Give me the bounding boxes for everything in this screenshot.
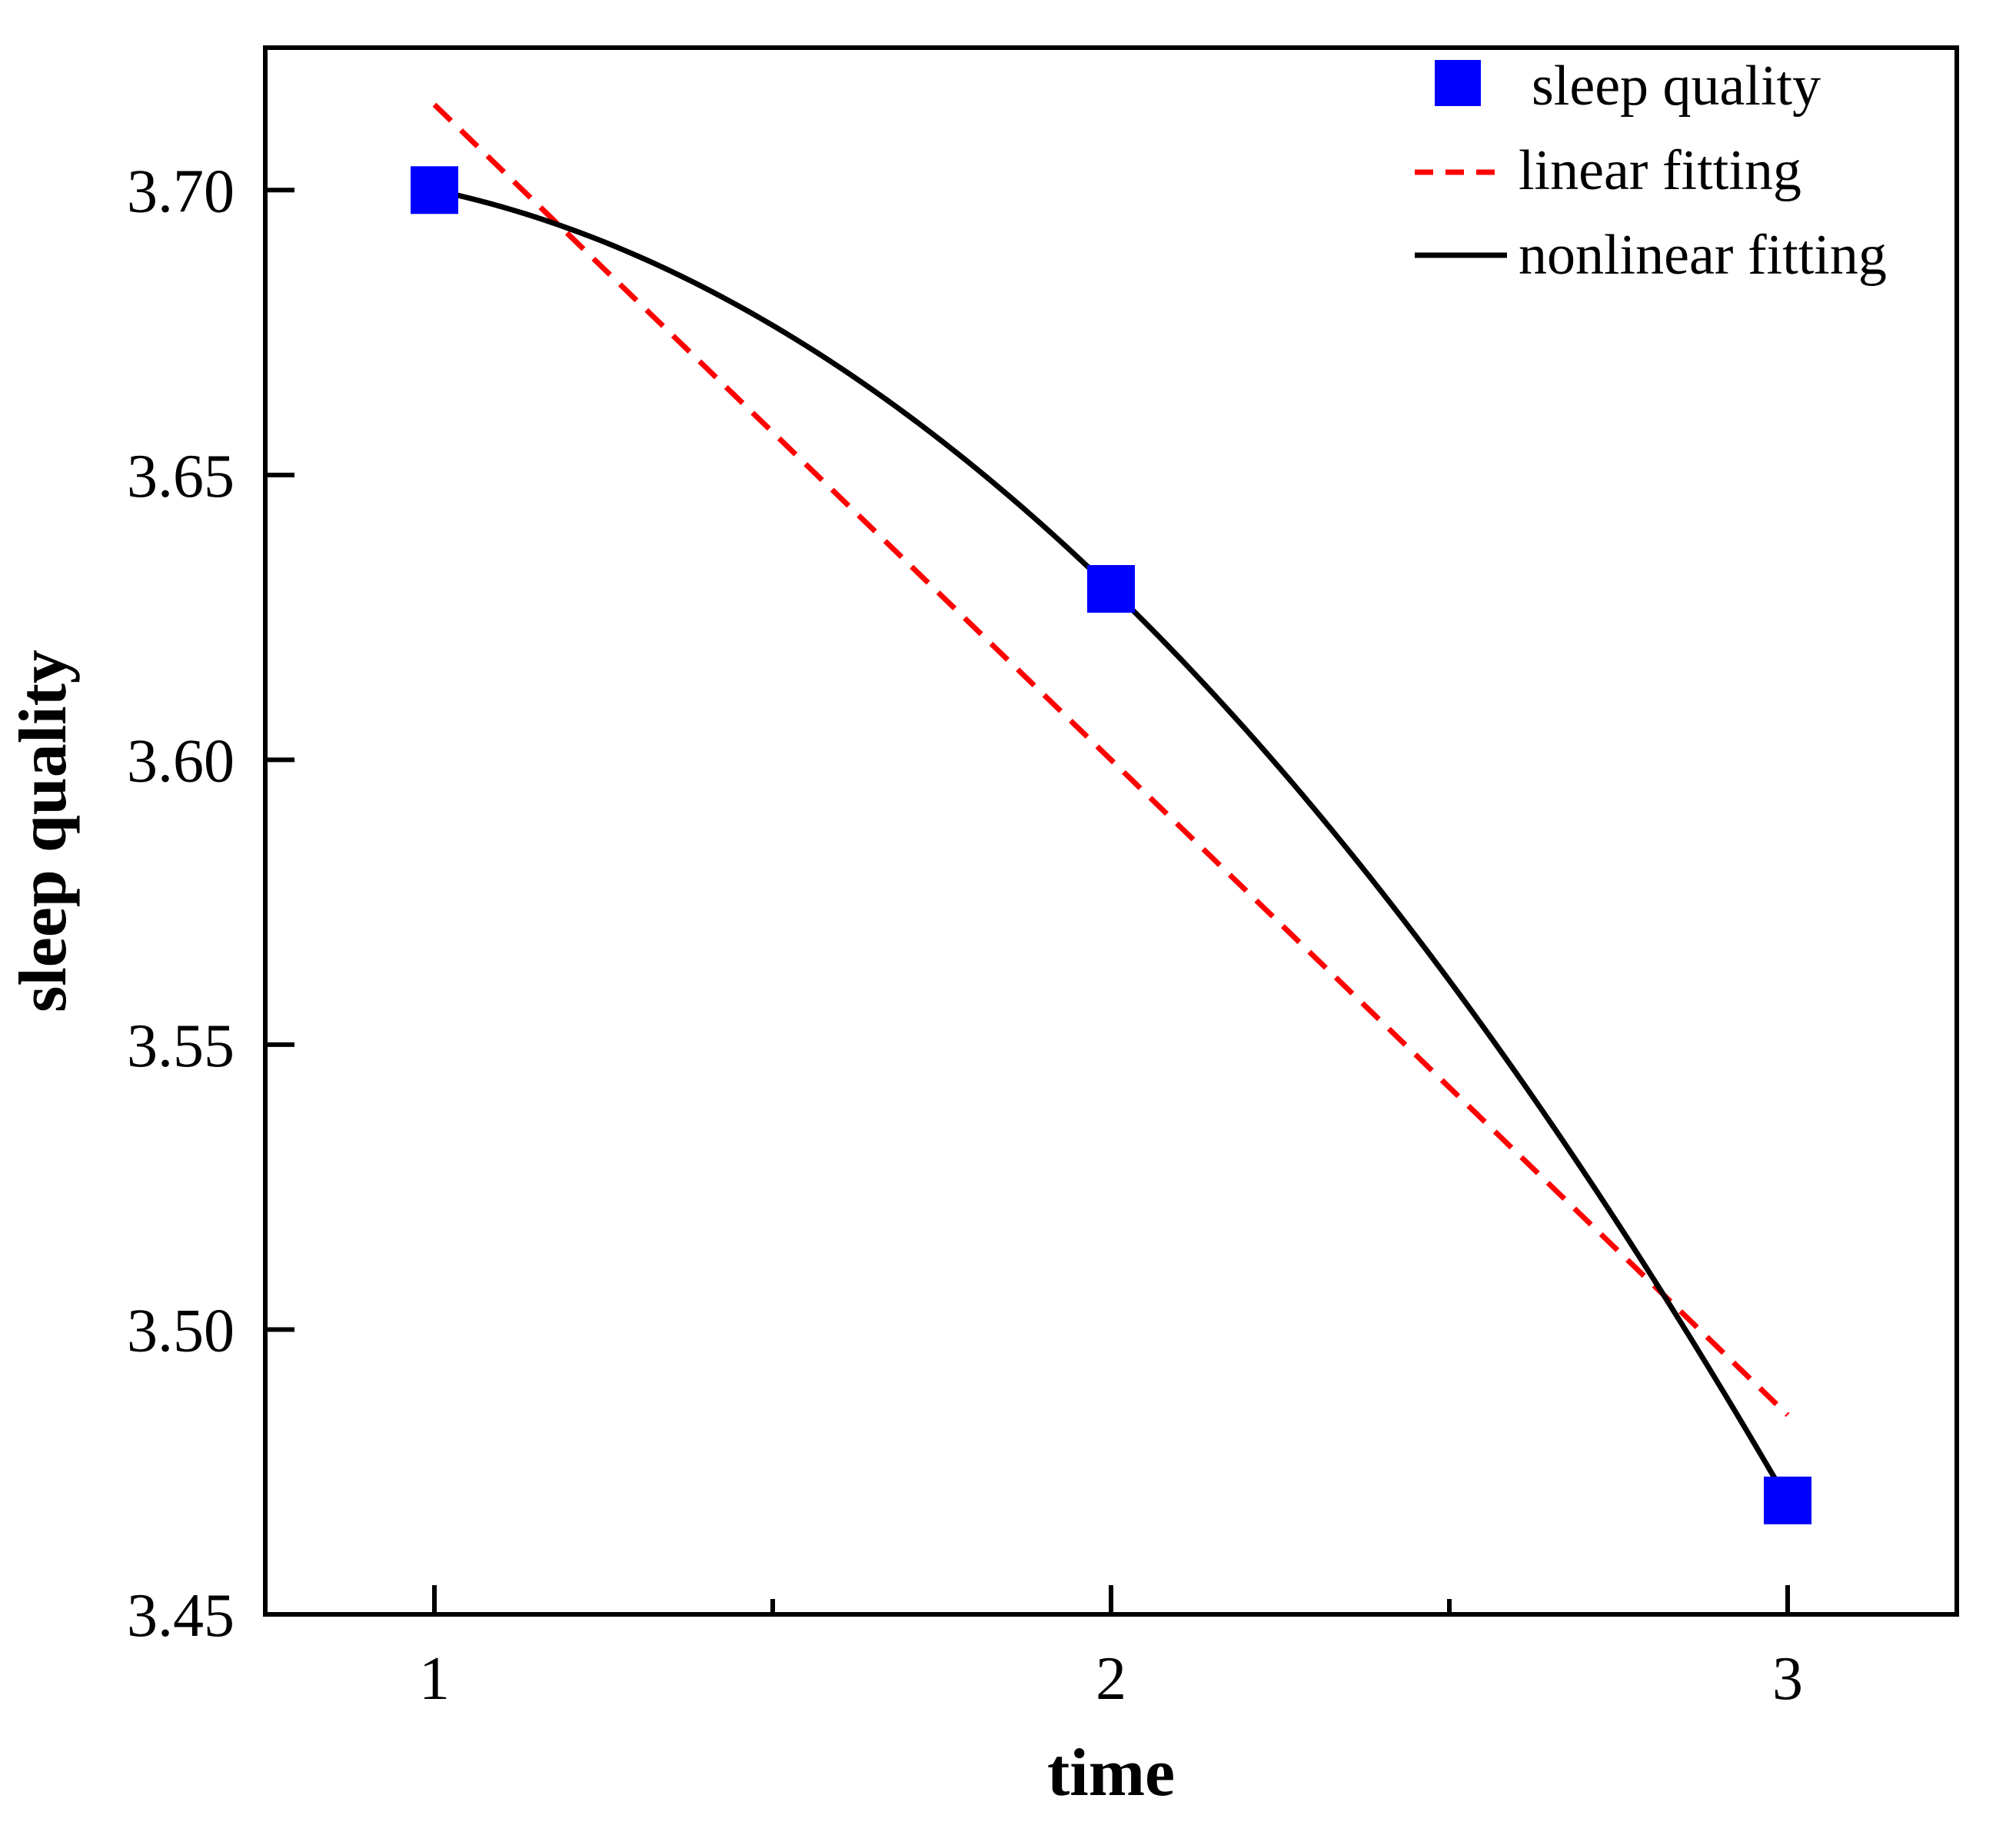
x-axis-title: time xyxy=(1047,1736,1175,1810)
y-tick-label: 3.60 xyxy=(127,727,235,795)
y-tick-label: 3.70 xyxy=(127,158,235,225)
legend-label-sleep-quality: sleep quality xyxy=(1532,55,1821,118)
sleep-quality-point xyxy=(1764,1476,1811,1524)
x-tick-label: 3 xyxy=(1772,1645,1803,1713)
y-tick-label: 3.45 xyxy=(127,1582,235,1650)
y-tick-label: 3.50 xyxy=(127,1297,235,1365)
ticks-layer: 1 2 3 3.45 3.50 3.55 3.60 3.65 3.70 xyxy=(127,158,1803,1713)
fit-lines-layer xyxy=(432,102,1791,1502)
x-tick-label: 1 xyxy=(419,1645,450,1713)
y-tick-label: 3.65 xyxy=(127,443,235,510)
legend-label-linear-fitting: linear fitting xyxy=(1519,139,1801,202)
linear-fitting-line xyxy=(432,102,1790,1418)
data-points-layer xyxy=(411,166,1811,1524)
y-tick-label: 3.55 xyxy=(127,1012,235,1080)
nonlinear-fitting-curve xyxy=(434,187,1791,1502)
legend-label-nonlinear-fitting: nonlinear fitting xyxy=(1519,224,1887,287)
y-axis-title: sleep quality xyxy=(6,650,81,1012)
legend: sleep quality linear fitting nonlinear fit… xyxy=(1415,55,1887,287)
legend-marker-sleep-quality xyxy=(1435,60,1481,106)
x-tick-label: 2 xyxy=(1096,1645,1126,1713)
sleep-quality-point xyxy=(1087,565,1135,613)
sleep-quality-point xyxy=(411,166,458,214)
